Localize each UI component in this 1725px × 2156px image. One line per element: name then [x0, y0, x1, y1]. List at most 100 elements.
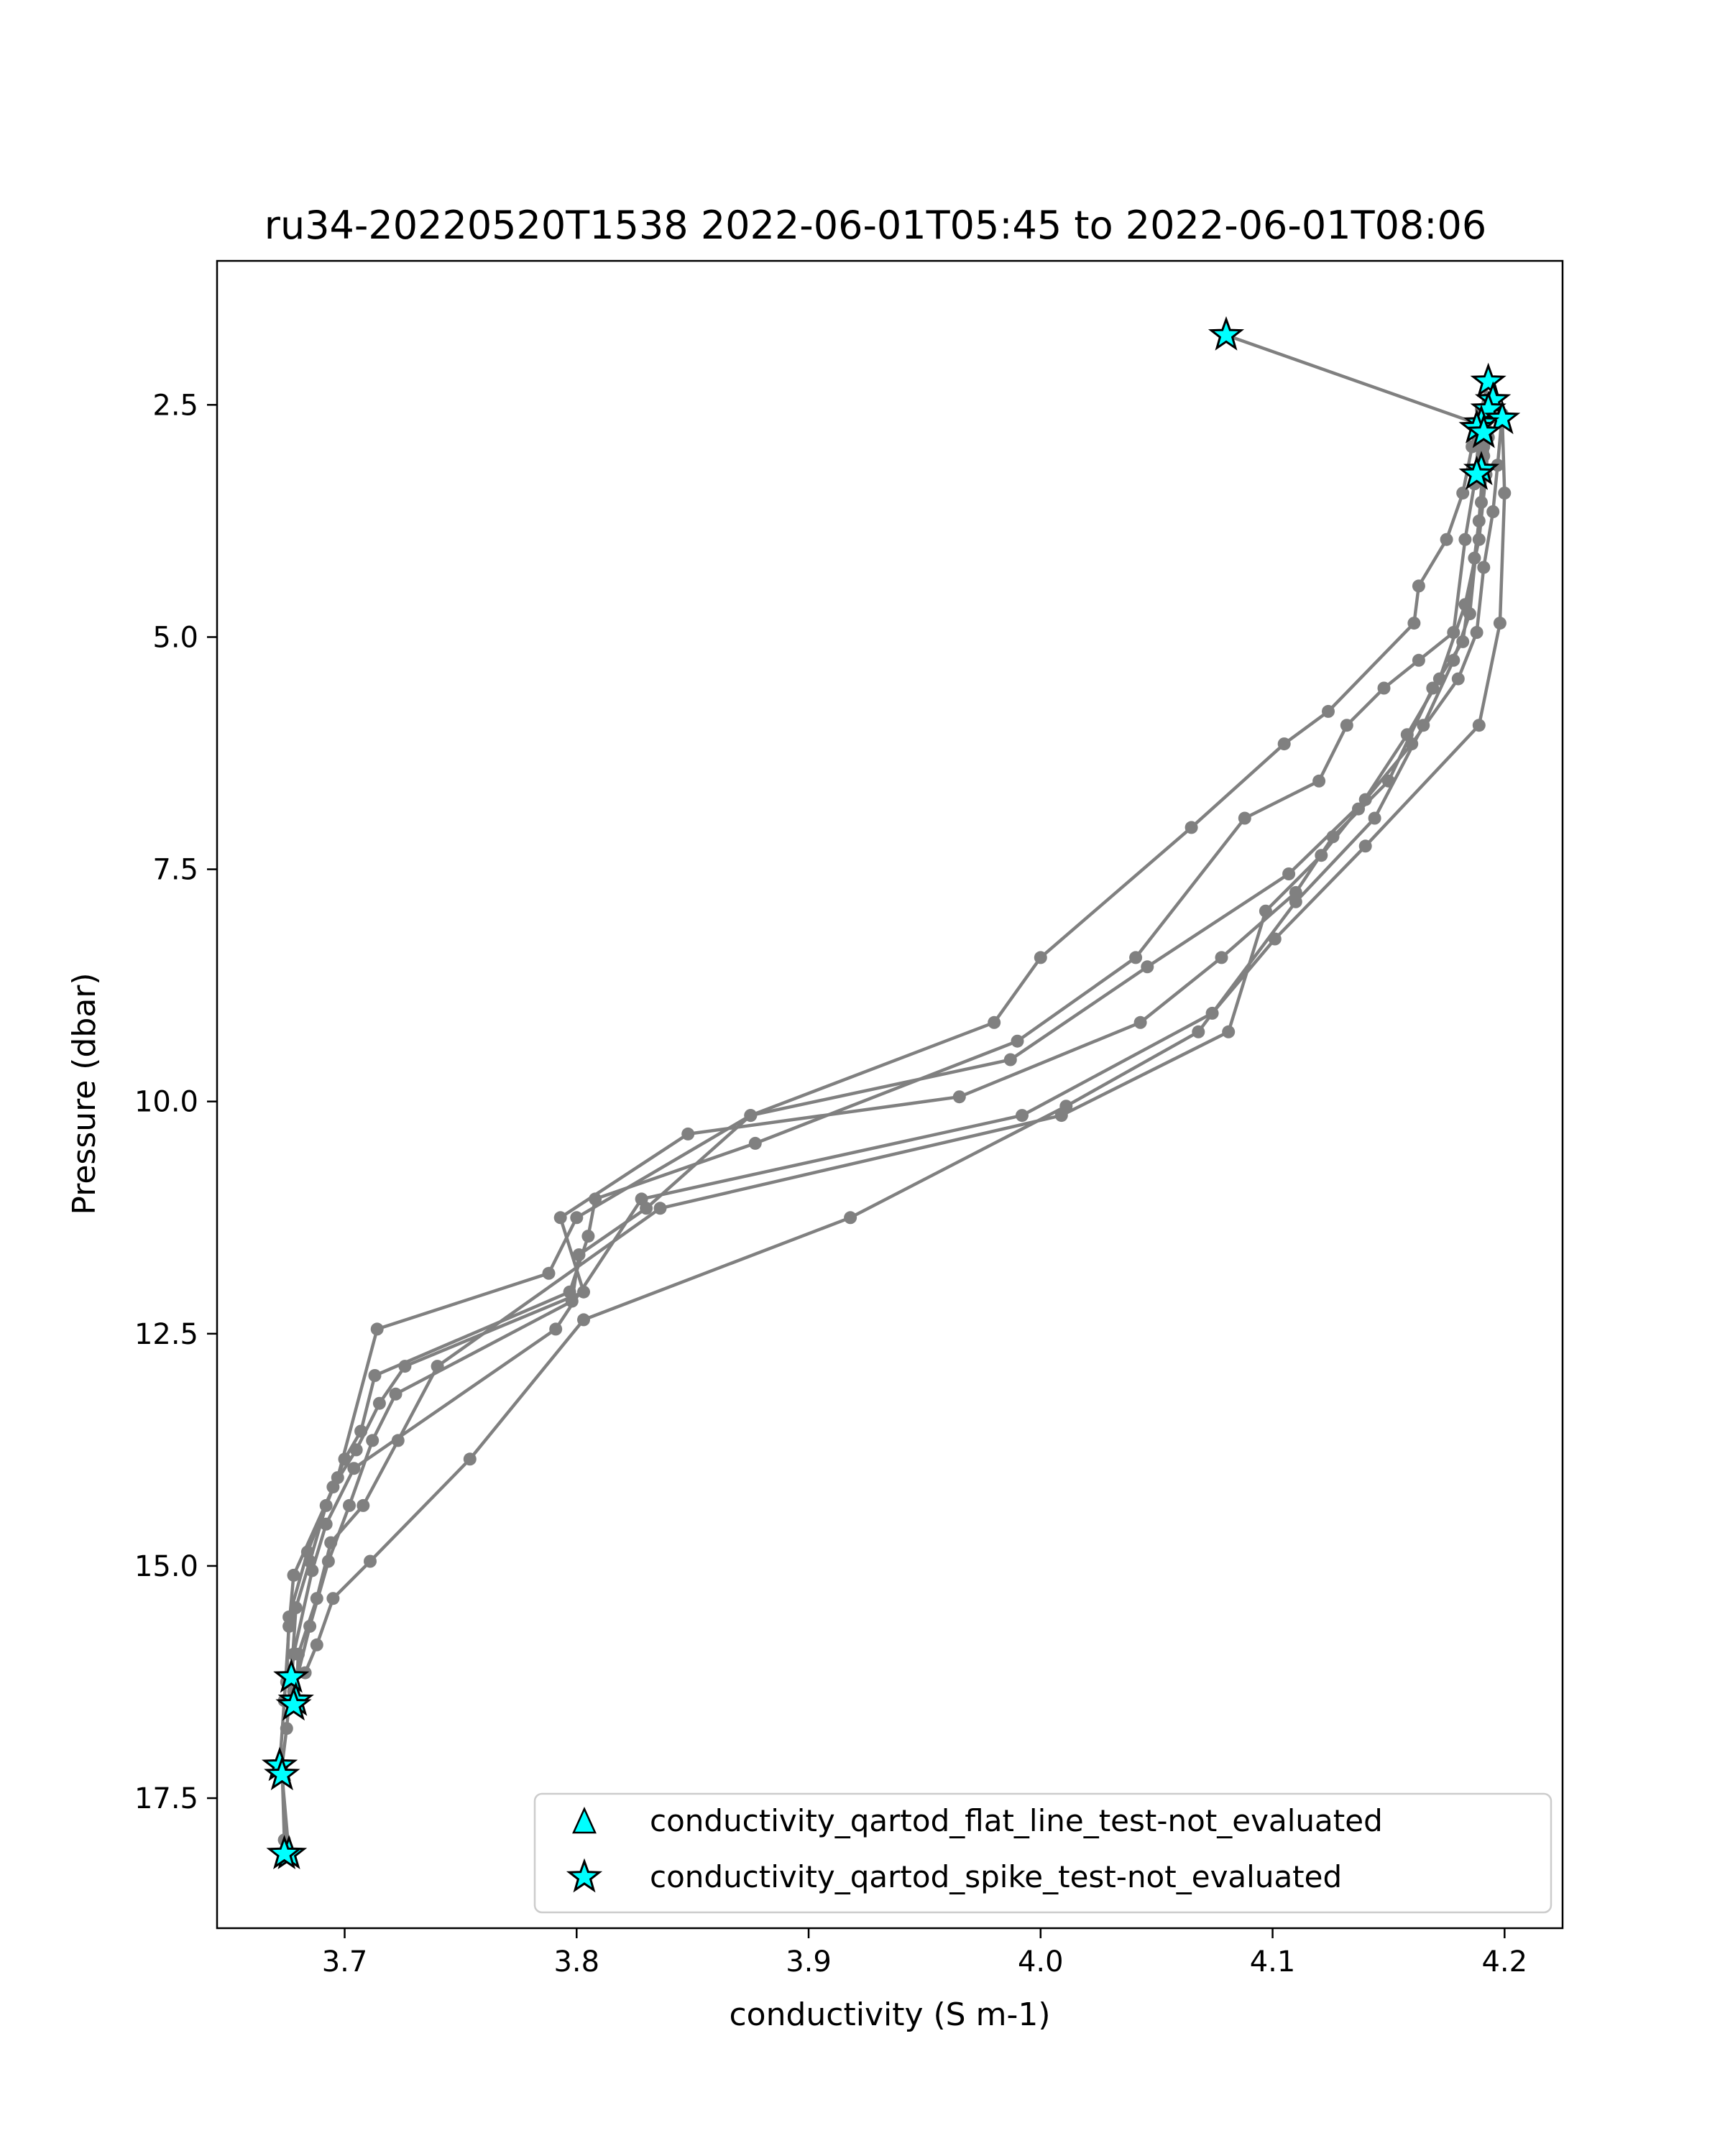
data-point [1417, 719, 1430, 732]
data-point [570, 1211, 584, 1225]
data-point [952, 1090, 966, 1104]
data-point [1340, 719, 1353, 732]
data-point [370, 1322, 384, 1336]
data-point [366, 1434, 380, 1447]
data-point [1184, 821, 1198, 834]
profile-line-7 [280, 418, 1506, 1841]
x-tick-label: 4.0 [1018, 1945, 1064, 1978]
x-axis-label: conductivity (S m-1) [729, 1996, 1050, 2033]
profile-line-6 [303, 437, 1486, 1674]
data-point [653, 1202, 667, 1215]
data-point [581, 1230, 595, 1243]
data-point [1003, 1053, 1017, 1067]
spike-test-star-marker [264, 1756, 300, 1791]
data-point [303, 1619, 317, 1633]
x-tick-label: 3.7 [322, 1945, 368, 1978]
legend: conductivity_qartod_flat_line_test-not_e… [533, 1792, 1552, 1914]
data-point [1412, 653, 1425, 667]
data-point [1282, 867, 1296, 880]
legend-box [533, 1792, 1552, 1914]
plot-area-frame [216, 259, 1564, 1930]
data-point [1215, 951, 1228, 964]
data-point [1238, 811, 1251, 825]
data-point [1493, 617, 1506, 630]
data-point [1034, 951, 1047, 964]
profile-line-3 [294, 400, 1495, 1705]
legend-label-flat-line: conductivity_qartod_flat_line_test-not_e… [650, 1803, 1383, 1838]
data-point [1498, 487, 1512, 500]
profile-line-4 [285, 409, 1490, 1682]
data-point [372, 1396, 386, 1410]
data-point [1322, 704, 1335, 718]
data-point [681, 1127, 695, 1141]
star-shape [566, 1858, 603, 1893]
data-point [1358, 839, 1372, 853]
data-point [349, 1443, 363, 1457]
spike-test-star-marker [1466, 413, 1502, 448]
data-point [542, 1266, 556, 1280]
spike-test-star-marker [1458, 455, 1495, 490]
data-point [744, 1109, 758, 1123]
y-axis-label: Pressure (dbar) [66, 972, 103, 1215]
data-point [1486, 505, 1500, 518]
data-point [553, 1211, 567, 1225]
data-point [347, 1462, 361, 1475]
spike-test-star-marker [273, 1658, 310, 1693]
data-point [280, 1722, 293, 1736]
data-point [1277, 737, 1291, 751]
data-point [319, 1517, 333, 1531]
data-point [1458, 533, 1472, 546]
data-point [1222, 1025, 1236, 1038]
data-point [356, 1498, 370, 1512]
data-point [1205, 1006, 1219, 1020]
x-tick-label: 4.2 [1481, 1945, 1527, 1978]
data-point [368, 1369, 382, 1382]
data-point [1368, 811, 1381, 825]
y-tick-label: 7.5 [152, 854, 198, 887]
data-point [748, 1136, 762, 1150]
y-tick-label: 15.0 [134, 1550, 198, 1583]
data-point [305, 1564, 319, 1577]
data-point [282, 1611, 296, 1623]
legend-label-spike: conductivity_qartod_spike_test-not_evalu… [650, 1859, 1342, 1894]
data-point [1192, 1025, 1205, 1038]
data-point [343, 1498, 356, 1512]
data-point [1477, 561, 1491, 574]
y-axis-ticks: 2.5 5.0 7.5 10.0 12.5 15.0 17.5 [134, 389, 217, 1815]
x-tick-label: 3.8 [553, 1945, 599, 1978]
data-point [1011, 1034, 1024, 1048]
data-point [1451, 672, 1465, 686]
data-point [1470, 626, 1484, 639]
data-point [326, 1592, 340, 1606]
data-point [287, 1647, 300, 1661]
data-point [1407, 617, 1421, 630]
data-point [577, 1285, 590, 1299]
data-point [844, 1211, 857, 1225]
data-point [988, 1015, 1001, 1029]
profile-line-5 [292, 414, 1504, 1692]
data-point [1358, 793, 1372, 806]
data-point [1377, 681, 1391, 695]
data-point [1289, 885, 1302, 899]
data-point [1412, 579, 1425, 593]
data-point [1133, 1015, 1147, 1029]
data-point [364, 1554, 377, 1568]
chart-title: ru34-20220520T1538 2022-06-01T05:45 to 2… [264, 203, 1486, 248]
data-point [463, 1452, 477, 1466]
y-tick-label: 10.0 [134, 1086, 198, 1119]
data-point [1059, 1100, 1073, 1113]
data-point [321, 1554, 335, 1568]
profile-lines [273, 328, 1512, 1861]
data-point [287, 1568, 300, 1582]
legend-star-marker [566, 1858, 603, 1893]
data-point [1456, 487, 1470, 500]
data-point [310, 1638, 323, 1651]
data-point [326, 1480, 340, 1494]
data-point [389, 1387, 402, 1401]
y-tick-label: 5.0 [152, 621, 198, 654]
data-point [1016, 1109, 1029, 1123]
data-point [1440, 533, 1453, 546]
y-tick-label: 12.5 [134, 1318, 198, 1351]
profile-line-2 [290, 381, 1490, 1678]
